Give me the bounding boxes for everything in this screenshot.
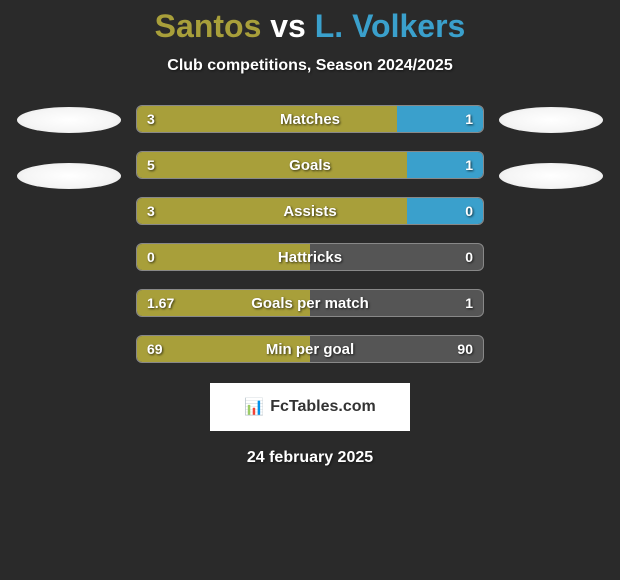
stat-bar: 69 90Min per goal [136, 335, 484, 363]
player2-name: L. Volkers [315, 8, 466, 44]
stat-bar: 3 0Assists [136, 197, 484, 225]
stat-bars: 31Matches51Goals30Assists00Hattricks1.67… [136, 105, 484, 363]
stat-bar: 1.67 1Goals per match [136, 289, 484, 317]
stat-label: Min per goal [137, 336, 483, 362]
stat-label: Matches [137, 106, 483, 132]
player1-photo-placeholder [17, 107, 121, 133]
stat-bar: 5 1Goals [136, 151, 484, 179]
stat-value-player1: 5 [147, 152, 155, 178]
stat-value-player2: 0 [465, 198, 473, 224]
date-label: 24 february 2025 [247, 449, 373, 467]
stat-value-player2: 1 [465, 152, 473, 178]
stat-label: Hattricks [137, 244, 483, 270]
stat-bar: 3 1Matches [136, 105, 484, 133]
stat-label: Assists [137, 198, 483, 224]
page-title: Santos vs L. Volkers [155, 8, 466, 45]
vs-separator: vs [270, 8, 306, 44]
stats-section: 31Matches51Goals30Assists00Hattricks1.67… [0, 105, 620, 363]
source-logo: 📊 FcTables.com [210, 383, 410, 431]
player1-badge-placeholder [17, 163, 121, 189]
logo-text: FcTables.com [270, 398, 376, 416]
player2-badge-placeholder [499, 163, 603, 189]
stat-label: Goals per match [137, 290, 483, 316]
stat-value-player2: 0 [465, 244, 473, 270]
comparison-infographic: Santos vs L. Volkers Club competitions, … [0, 0, 620, 580]
stat-label: Goals [137, 152, 483, 178]
subtitle: Club competitions, Season 2024/2025 [167, 57, 452, 75]
stat-value-player1: 3 [147, 106, 155, 132]
player2-photo-placeholder [499, 107, 603, 133]
stat-bar: 0 0Hattricks [136, 243, 484, 271]
stat-value-player1: 0 [147, 244, 155, 270]
stat-value-player1: 3 [147, 198, 155, 224]
stat-value-player2: 1 [465, 106, 473, 132]
stat-value-player2: 90 [457, 336, 473, 362]
player2-avatar-col [496, 105, 606, 189]
stat-value-player1: 69 [147, 336, 163, 362]
player1-name: Santos [155, 8, 262, 44]
stat-value-player1: 1.67 [147, 290, 174, 316]
chart-icon: 📊 [244, 397, 264, 417]
player1-avatar-col [14, 105, 124, 189]
stat-value-player2: 1 [465, 290, 473, 316]
